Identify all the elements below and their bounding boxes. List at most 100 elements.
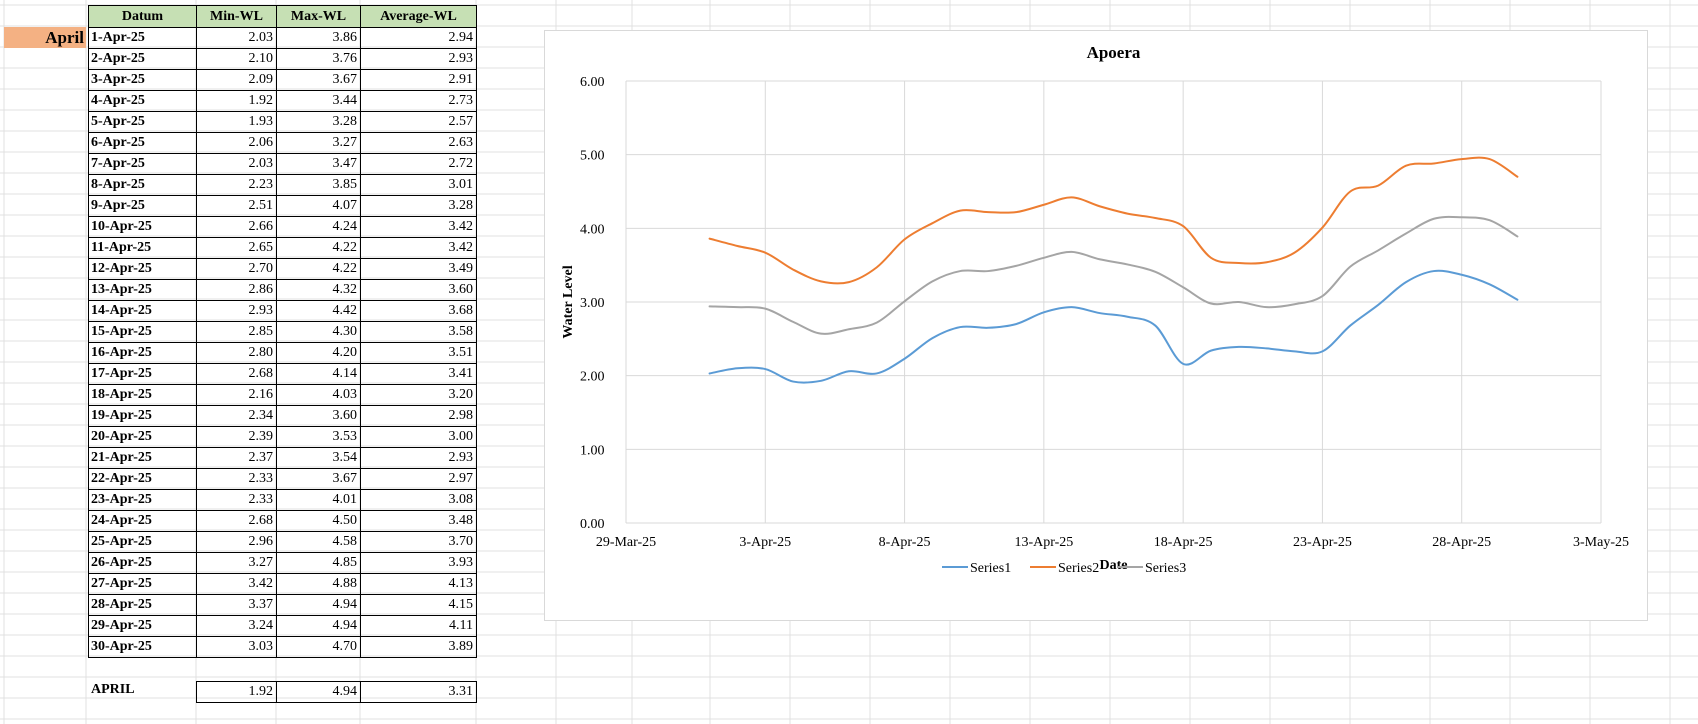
max-wl-cell[interactable]: 3.54	[276, 447, 361, 469]
max-wl-cell[interactable]: 3.27	[276, 132, 361, 154]
max-wl-cell[interactable]: 4.70	[276, 636, 361, 658]
min-wl-cell[interactable]: 2.03	[196, 153, 277, 175]
min-wl-cell[interactable]: 3.27	[196, 552, 277, 574]
min-wl-cell[interactable]: 2.66	[196, 216, 277, 238]
date-cell[interactable]: 7-Apr-25	[88, 153, 197, 175]
max-wl-cell[interactable]: 4.85	[276, 552, 361, 574]
average-wl-cell[interactable]: 3.48	[360, 510, 477, 532]
max-wl-cell[interactable]: 3.60	[276, 405, 361, 427]
max-wl-cell[interactable]: 3.28	[276, 111, 361, 133]
date-cell[interactable]: 11-Apr-25	[88, 237, 197, 259]
min-wl-cell[interactable]: 2.80	[196, 342, 277, 364]
min-wl-cell[interactable]: 2.34	[196, 405, 277, 427]
date-cell[interactable]: 4-Apr-25	[88, 90, 197, 112]
date-cell[interactable]: 2-Apr-25	[88, 48, 197, 70]
min-wl-cell[interactable]: 2.16	[196, 384, 277, 406]
min-wl-cell[interactable]: 3.37	[196, 594, 277, 616]
max-wl-cell[interactable]: 4.50	[276, 510, 361, 532]
date-cell[interactable]: 25-Apr-25	[88, 531, 197, 553]
date-cell[interactable]: 27-Apr-25	[88, 573, 197, 595]
average-wl-cell[interactable]: 2.97	[360, 468, 477, 490]
min-wl-cell[interactable]: 2.03	[196, 27, 277, 49]
average-wl-cell[interactable]: 2.57	[360, 111, 477, 133]
date-cell[interactable]: 6-Apr-25	[88, 132, 197, 154]
max-wl-cell[interactable]: 4.94	[276, 615, 361, 637]
max-wl-cell[interactable]: 4.94	[276, 594, 361, 616]
date-cell[interactable]: 19-Apr-25	[88, 405, 197, 427]
min-wl-cell[interactable]: 3.24	[196, 615, 277, 637]
max-wl-cell[interactable]: 3.53	[276, 426, 361, 448]
min-wl-cell[interactable]: 2.51	[196, 195, 277, 217]
max-wl-cell[interactable]: 4.88	[276, 573, 361, 595]
max-wl-cell[interactable]: 3.47	[276, 153, 361, 175]
date-cell[interactable]: 17-Apr-25	[88, 363, 197, 385]
min-wl-cell[interactable]: 2.09	[196, 69, 277, 91]
summary-average[interactable]: 3.31	[360, 681, 477, 703]
average-wl-cell[interactable]: 2.63	[360, 132, 477, 154]
average-wl-cell[interactable]: 3.51	[360, 342, 477, 364]
date-cell[interactable]: 20-Apr-25	[88, 426, 197, 448]
min-wl-cell[interactable]: 2.39	[196, 426, 277, 448]
line-chart[interactable]: 0.00 1.00 2.00 3.00 4.00 5.00 6.00 29-Mar-25 3-A…	[544, 30, 1648, 621]
average-wl-cell[interactable]: 3.70	[360, 531, 477, 553]
average-wl-cell[interactable]: 3.58	[360, 321, 477, 343]
header-max-wl[interactable]: Max-WL	[276, 5, 361, 28]
max-wl-cell[interactable]: 3.85	[276, 174, 361, 196]
min-wl-cell[interactable]: 2.86	[196, 279, 277, 301]
date-cell[interactable]: 8-Apr-25	[88, 174, 197, 196]
date-cell[interactable]: 16-Apr-25	[88, 342, 197, 364]
average-wl-cell[interactable]: 3.42	[360, 237, 477, 259]
max-wl-cell[interactable]: 4.14	[276, 363, 361, 385]
average-wl-cell[interactable]: 3.89	[360, 636, 477, 658]
date-cell[interactable]: 3-Apr-25	[88, 69, 197, 91]
min-wl-cell[interactable]: 2.85	[196, 321, 277, 343]
average-wl-cell[interactable]: 4.13	[360, 573, 477, 595]
min-wl-cell[interactable]: 2.23	[196, 174, 277, 196]
summary-min[interactable]: 1.92	[196, 681, 277, 703]
average-wl-cell[interactable]: 2.93	[360, 447, 477, 469]
max-wl-cell[interactable]: 4.58	[276, 531, 361, 553]
min-wl-cell[interactable]: 3.42	[196, 573, 277, 595]
min-wl-cell[interactable]: 2.06	[196, 132, 277, 154]
date-cell[interactable]: 21-Apr-25	[88, 447, 197, 469]
date-cell[interactable]: 23-Apr-25	[88, 489, 197, 511]
max-wl-cell[interactable]: 4.22	[276, 237, 361, 259]
header-datum[interactable]: Datum	[88, 5, 197, 28]
min-wl-cell[interactable]: 1.92	[196, 90, 277, 112]
average-wl-cell[interactable]: 2.72	[360, 153, 477, 175]
average-wl-cell[interactable]: 3.28	[360, 195, 477, 217]
date-cell[interactable]: 14-Apr-25	[88, 300, 197, 322]
min-wl-cell[interactable]: 1.93	[196, 111, 277, 133]
date-cell[interactable]: 24-Apr-25	[88, 510, 197, 532]
date-cell[interactable]: 15-Apr-25	[88, 321, 197, 343]
average-wl-cell[interactable]: 3.20	[360, 384, 477, 406]
date-cell[interactable]: 13-Apr-25	[88, 279, 197, 301]
average-wl-cell[interactable]: 4.11	[360, 615, 477, 637]
max-wl-cell[interactable]: 4.42	[276, 300, 361, 322]
month-label-cell[interactable]: April	[4, 27, 86, 48]
date-cell[interactable]: 22-Apr-25	[88, 468, 197, 490]
max-wl-cell[interactable]: 4.22	[276, 258, 361, 280]
max-wl-cell[interactable]: 4.07	[276, 195, 361, 217]
max-wl-cell[interactable]: 3.86	[276, 27, 361, 49]
max-wl-cell[interactable]: 3.67	[276, 468, 361, 490]
average-wl-cell[interactable]: 3.93	[360, 552, 477, 574]
min-wl-cell[interactable]: 2.96	[196, 531, 277, 553]
date-cell[interactable]: 9-Apr-25	[88, 195, 197, 217]
header-average-wl[interactable]: Average-WL	[360, 5, 477, 28]
date-cell[interactable]: 18-Apr-25	[88, 384, 197, 406]
average-wl-cell[interactable]: 2.98	[360, 405, 477, 427]
max-wl-cell[interactable]: 3.44	[276, 90, 361, 112]
average-wl-cell[interactable]: 3.00	[360, 426, 477, 448]
min-wl-cell[interactable]: 2.33	[196, 489, 277, 511]
max-wl-cell[interactable]: 4.03	[276, 384, 361, 406]
date-cell[interactable]: 29-Apr-25	[88, 615, 197, 637]
max-wl-cell[interactable]: 4.32	[276, 279, 361, 301]
max-wl-cell[interactable]: 3.67	[276, 69, 361, 91]
header-min-wl[interactable]: Min-WL	[196, 5, 277, 28]
max-wl-cell[interactable]: 4.20	[276, 342, 361, 364]
average-wl-cell[interactable]: 3.68	[360, 300, 477, 322]
min-wl-cell[interactable]: 2.68	[196, 510, 277, 532]
average-wl-cell[interactable]: 2.91	[360, 69, 477, 91]
min-wl-cell[interactable]: 2.70	[196, 258, 277, 280]
